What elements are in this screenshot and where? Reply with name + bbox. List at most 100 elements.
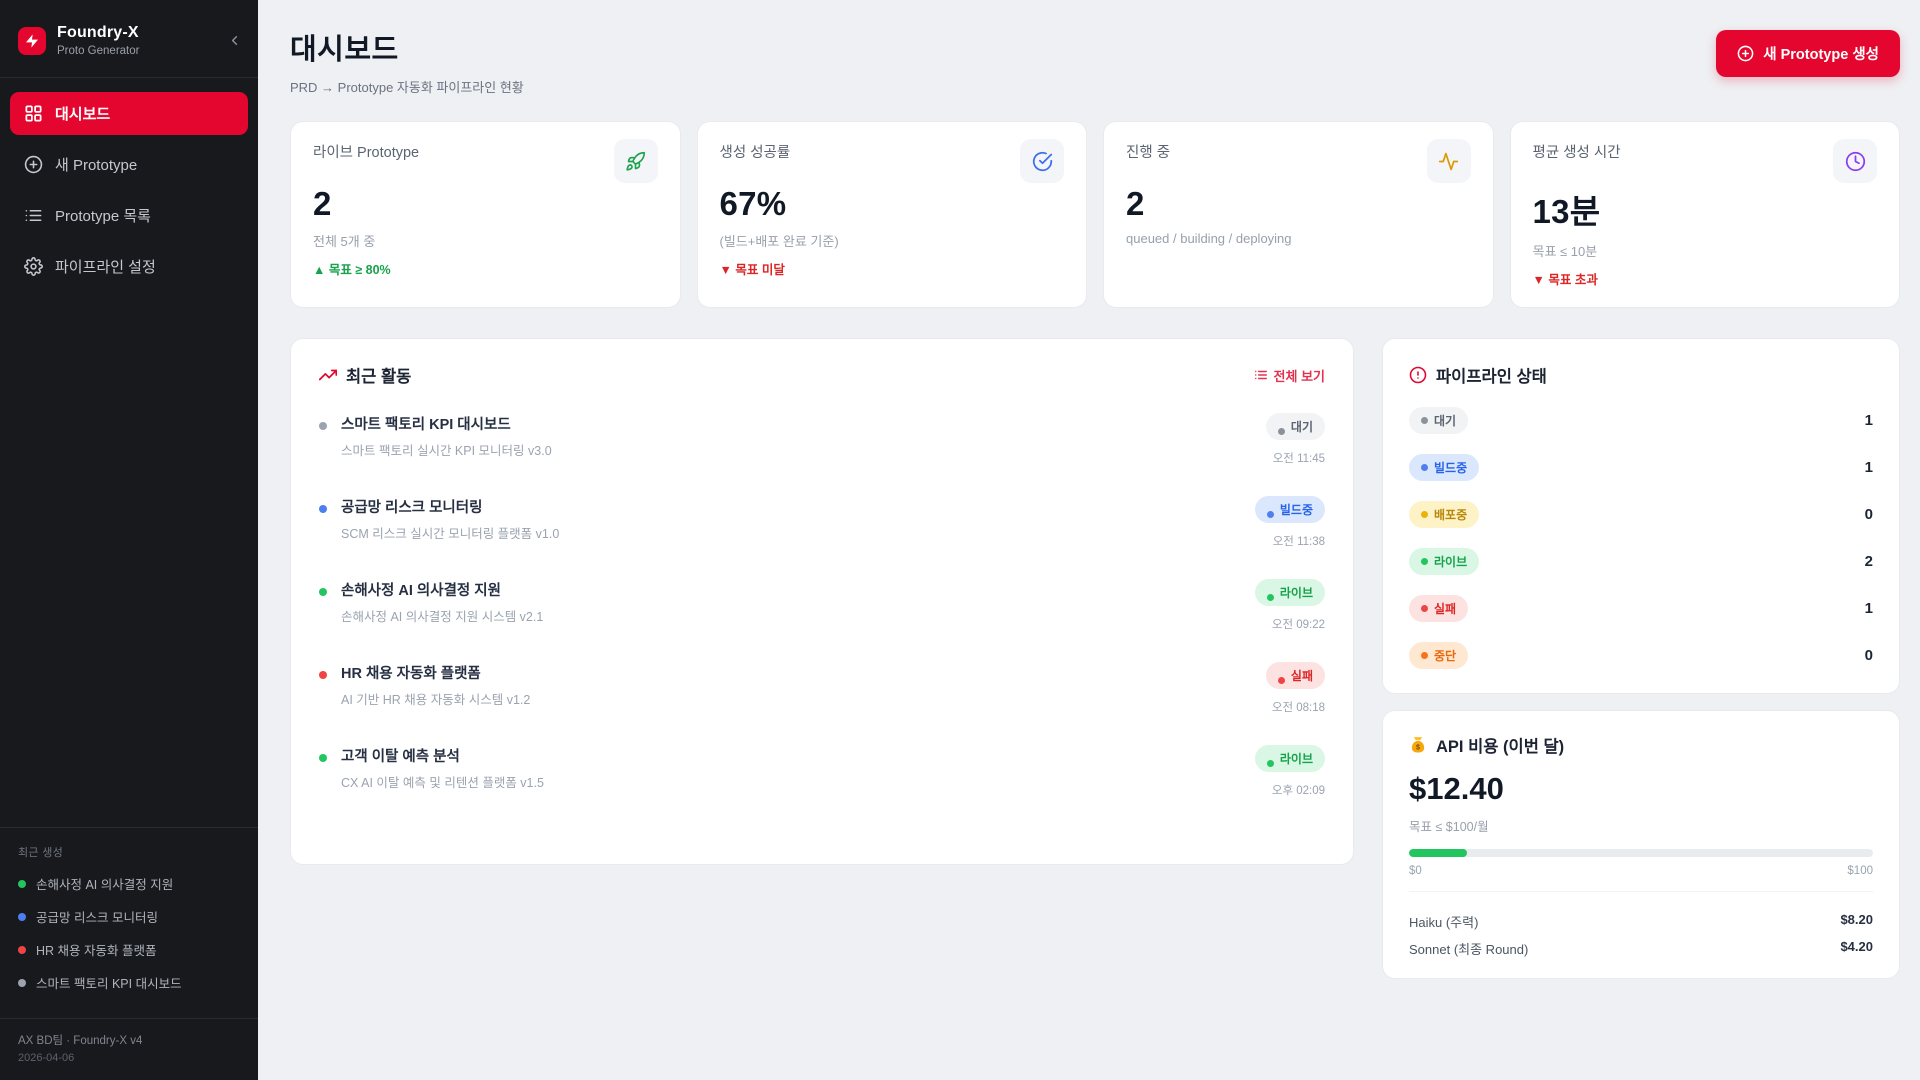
svg-text:$: $ — [1416, 744, 1420, 752]
stat-value: 2 — [313, 185, 332, 222]
cost-model-value: $4.20 — [1840, 939, 1873, 954]
sidebar-footer: AX BD팀 · Foundry-X v4 2026-04-06 — [0, 1019, 258, 1080]
status-dot — [18, 945, 26, 954]
trending-up-icon — [319, 366, 337, 384]
alert-circle-icon — [1409, 366, 1427, 384]
api-cost-value: $12.40 — [1409, 771, 1504, 806]
status-dot — [1421, 605, 1428, 612]
sidebar-item-dashboard[interactable]: 대시보드 — [10, 92, 248, 135]
status-dot — [1277, 676, 1285, 684]
status-dot — [1421, 558, 1428, 565]
activity-icon — [1426, 139, 1471, 183]
activity-item[interactable]: 공급망 리스크 모니터링 SCM 리스크 실시간 모니터링 플랫폼 v1.0 빌… — [319, 496, 1325, 549]
stat-card-avg-time: 평균 생성 시간 13분 목표 ≤ 10분 ▼ 목표 초과 — [1509, 121, 1900, 308]
activity-item[interactable]: 스마트 팩토리 KPI 대시보드 스마트 팩토리 실시간 KPI 모니터링 v3… — [319, 413, 1325, 466]
sidebar-item-pipeline-settings[interactable]: 파이프라인 설정 — [10, 245, 248, 288]
activity-subtitle: 손해사정 AI 의사결정 지원 시스템 v2.1 — [341, 610, 544, 624]
stats-row: 라이브 Prototype 2 전체 5개 중 ▲ 목표 ≥ 80% 생성 성공… — [290, 121, 1900, 308]
stat-sub: (빌드+배포 완료 기준) — [719, 234, 839, 249]
recent-item-label: HR 채용 자동화 플랫폼 — [36, 944, 157, 958]
brand-name: Foundry-X — [57, 24, 139, 41]
status-dot — [18, 912, 26, 921]
activity-title: 공급망 리스크 모니터링 — [341, 500, 483, 516]
sidebar-item-label: Prototype 목록 — [55, 208, 151, 225]
sidebar-nav: 대시보드 새 Prototype Prototype 목록 파이프라인 설정 — [0, 78, 258, 296]
stat-card-in-progress: 진행 중 2 queued / building / deploying — [1103, 121, 1494, 308]
status-dot — [1266, 759, 1274, 767]
new-prototype-button-label: 새 Prototype 생성 — [1763, 47, 1879, 63]
pipeline-count: 1 — [1864, 459, 1873, 476]
status-dot — [319, 754, 327, 762]
status-dot — [319, 588, 327, 596]
status-badge: 대기 — [1409, 407, 1469, 434]
plus-circle-icon — [24, 155, 43, 174]
activity-subtitle: 스마트 팩토리 실시간 KPI 모니터링 v3.0 — [341, 444, 552, 458]
activity-time: 오전 11:45 — [1272, 453, 1325, 465]
list-icon — [1254, 368, 1268, 382]
divider — [0, 77, 258, 78]
activity-title: 스마트 팩토리 KPI 대시보드 — [341, 417, 511, 433]
rocket-icon — [613, 139, 658, 183]
activity-panel-title: 최근 활동 — [346, 368, 412, 386]
recent-item-label: 공급망 리스크 모니터링 — [36, 911, 158, 925]
pipeline-row: 실패 1 — [1409, 595, 1873, 622]
pipeline-row: 배포중 0 — [1409, 501, 1873, 528]
status-badge: 라이브 — [1409, 548, 1480, 575]
api-cost-target: 목표 ≤ $100/월 — [1409, 820, 1489, 834]
stat-label: 라이브 Prototype — [313, 145, 420, 161]
view-all-label: 전체 보기 — [1273, 368, 1325, 384]
page-title: 대시보드 — [290, 34, 399, 66]
activity-title: HR 채용 자동화 플랫폼 — [341, 666, 481, 682]
activity-item[interactable]: HR 채용 자동화 플랫폼 AI 기반 HR 채용 자동화 시스템 v1.2 실… — [319, 662, 1325, 715]
range-min-label: $0 — [1409, 865, 1422, 877]
stat-card-success-rate: 생성 성공률 67% (빌드+배포 완료 기준) ▼ 목표 미달 — [696, 121, 1087, 308]
sidebar-item-prototype-list[interactable]: Prototype 목록 — [10, 194, 248, 237]
activity-time: 오전 08:18 — [1271, 702, 1325, 714]
stat-value: 67% — [719, 185, 787, 222]
cost-model-value: $8.20 — [1840, 912, 1873, 927]
footer-team: AX BD팀 · Foundry-X v4 — [18, 1035, 143, 1047]
new-prototype-button[interactable]: 새 Prototype 생성 — [1716, 30, 1900, 77]
sidebar-item-label: 파이프라인 설정 — [55, 259, 156, 276]
activity-time: 오전 09:22 — [1271, 619, 1325, 631]
pipeline-row: 중단 0 — [1409, 642, 1873, 669]
status-dot — [1266, 510, 1274, 518]
pipeline-count: 1 — [1864, 600, 1873, 617]
api-progress-fill — [1409, 849, 1467, 857]
activity-item[interactable]: 고객 이탈 예측 분석 CX AI 이탈 예측 및 리텐션 플랫폼 v1.5 라… — [319, 745, 1325, 798]
view-all-link[interactable]: 전체 보기 — [1254, 366, 1325, 385]
gear-icon — [24, 257, 43, 276]
status-badge: 대기 — [1265, 413, 1325, 440]
pipeline-count: 0 — [1864, 647, 1873, 664]
recent-item[interactable]: 손해사정 AI 의사결정 지원 — [18, 874, 240, 893]
sidebar-item-label: 대시보드 — [55, 106, 111, 123]
stat-label: 진행 중 — [1126, 145, 1171, 161]
activity-subtitle: AI 기반 HR 채용 자동화 시스템 v1.2 — [341, 693, 531, 707]
recent-activity-panel: 최근 활동 전체 보기 스마트 팩토리 KPI 대시보드 스마트 팩토리 실시간… — [290, 338, 1354, 865]
activity-title: 손해사정 AI 의사결정 지원 — [341, 583, 501, 599]
status-dot — [319, 671, 327, 679]
pipeline-row: 대기 1 — [1409, 407, 1873, 434]
stat-label: 평균 생성 시간 — [1532, 145, 1621, 161]
sidebar-item-new-prototype[interactable]: 새 Prototype — [10, 143, 248, 186]
recent-item[interactable]: 공급망 리스크 모니터링 — [18, 907, 240, 926]
status-badge: 배포중 — [1409, 501, 1480, 528]
brand-subtitle: Proto Generator — [57, 45, 140, 57]
sidebar-collapse-button[interactable] — [227, 33, 242, 48]
chevron-left-icon — [227, 33, 242, 48]
pipeline-status-panel: 파이프라인 상태 대기 1 빌드중 1 배포중 0 라이브 2 — [1382, 338, 1900, 694]
page-header: 대시보드 PRD → Prototype 자동화 파이프라인 현황 새 Prot… — [290, 26, 1900, 96]
api-cost-panel-title: API 비용 (이번 달) — [1436, 738, 1565, 756]
status-dot — [1421, 652, 1428, 659]
recent-item-label: 손해사정 AI 의사결정 지원 — [36, 878, 174, 892]
dashboard-grid-icon — [24, 104, 43, 123]
pipeline-row: 빌드중 1 — [1409, 454, 1873, 481]
recent-item[interactable]: HR 채용 자동화 플랫폼 — [18, 940, 240, 959]
cost-row: Haiku (주력) $8.20 — [1409, 912, 1873, 931]
activity-item[interactable]: 손해사정 AI 의사결정 지원 손해사정 AI 의사결정 지원 시스템 v2.1… — [319, 579, 1325, 632]
status-dot — [319, 505, 327, 513]
plus-circle-icon — [1737, 45, 1754, 62]
recent-generated-section: 최근 생성 손해사정 AI 의사결정 지원 공급망 리스크 모니터링 HR 채용… — [0, 828, 258, 1018]
recent-generated-label: 최근 생성 — [18, 847, 64, 859]
recent-item[interactable]: 스마트 팩토리 KPI 대시보드 — [18, 973, 240, 992]
